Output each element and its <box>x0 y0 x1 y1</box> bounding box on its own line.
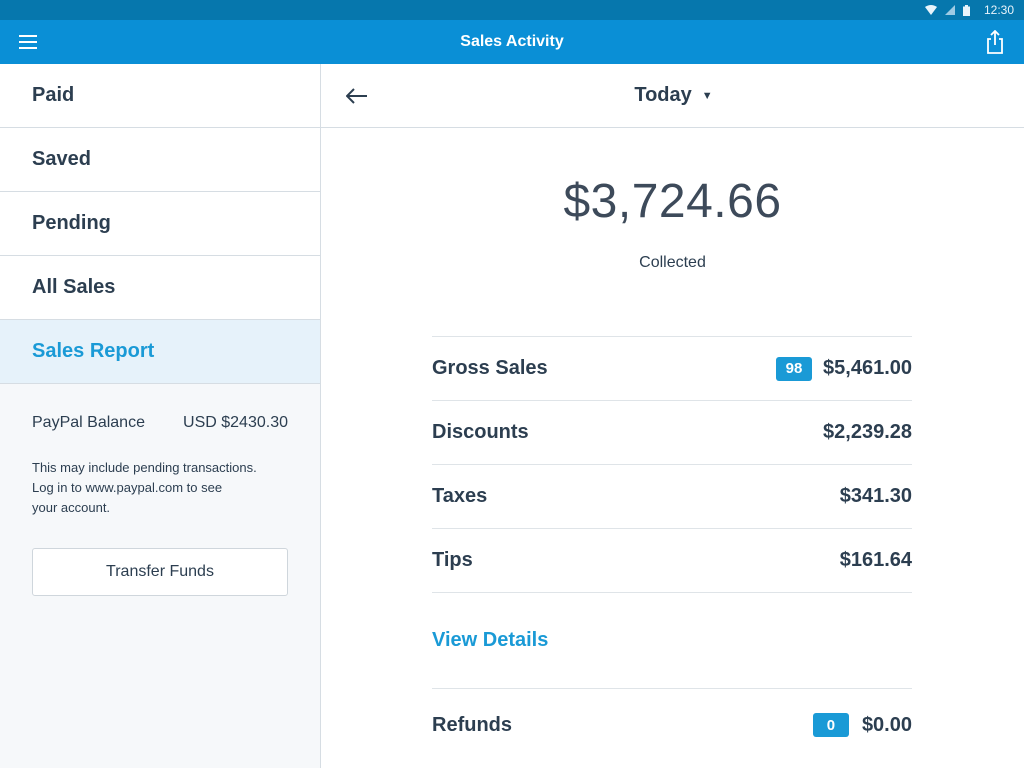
battery-icon <box>962 4 970 16</box>
period-dropdown[interactable]: Today ▼ <box>634 84 712 107</box>
paypal-balance: PayPal Balance USD $2430.30 <box>0 384 320 432</box>
sidebar-item-label: Sales Report <box>32 340 155 362</box>
status-time: 12:30 <box>983 3 1014 17</box>
hamburger-menu-icon[interactable] <box>14 28 42 56</box>
status-bar: 12:30 <box>0 0 1024 20</box>
sidebar-item-label: Paid <box>32 84 75 106</box>
row-label: Refunds <box>432 713 512 736</box>
balance-label: PayPal Balance <box>32 414 145 431</box>
summary-row-discounts[interactable]: Discounts $2,239.28 <box>432 401 912 465</box>
balance-value: USD $2430.30 <box>183 414 288 431</box>
signal-icon <box>944 4 955 16</box>
row-label: Discounts <box>432 421 529 443</box>
row-amount: $2,239.28 <box>823 421 912 443</box>
app-bar: Sales Activity <box>0 20 1024 64</box>
summary-row-gross-sales[interactable]: Gross Sales 98 $5,461.00 <box>432 337 912 401</box>
sidebar-item-paid[interactable]: Paid <box>0 64 320 128</box>
row-amount: $161.64 <box>839 549 912 571</box>
sidebar-item-pending[interactable]: Pending <box>0 192 320 256</box>
summary-row-tips[interactable]: Tips $161.64 <box>432 529 912 593</box>
sidebar-item-label: Pending <box>32 212 111 234</box>
arrow-left-icon[interactable] <box>343 82 371 110</box>
row-amount: $0.00 <box>861 713 912 736</box>
sidebar: Paid Saved Pending All Sales Sales Repor… <box>0 64 321 768</box>
collected-total: $3,724.66 <box>563 175 782 228</box>
sidebar-item-saved[interactable]: Saved <box>0 128 320 192</box>
row-amount: $5,461.00 <box>823 357 912 379</box>
summary-row-refunds[interactable]: Refunds 0 $0.00 <box>432 693 912 757</box>
row-label: Gross Sales <box>432 357 548 379</box>
main-panel: Today ▼ $3,724.66 Collected Gross Sales … <box>321 64 1024 768</box>
collected-label: Collected <box>639 254 706 271</box>
sales-summary: Gross Sales 98 $5,461.00 Discounts $2,23… <box>432 336 912 757</box>
row-label: Tips <box>432 549 473 571</box>
caret-down-icon: ▼ <box>701 89 713 102</box>
transfer-funds-button[interactable]: Transfer Funds <box>32 548 288 596</box>
summary-row-taxes[interactable]: Taxes $341.30 <box>432 465 912 529</box>
view-details-row: View Details <box>432 593 912 689</box>
sidebar-item-all-sales[interactable]: All Sales <box>0 256 320 320</box>
main-header: Today ▼ <box>321 64 1024 128</box>
sidebar-item-label: Saved <box>32 148 91 170</box>
sidebar-item-sales-report[interactable]: Sales Report <box>0 320 320 384</box>
row-label: Taxes <box>432 485 488 507</box>
count-badge: 0 <box>812 713 849 737</box>
wifi-icon <box>924 4 937 16</box>
sidebar-item-label: All Sales <box>32 276 116 298</box>
view-details-link[interactable]: View Details <box>432 629 549 651</box>
balance-note: This may include pending transactions. L… <box>32 460 257 515</box>
count-badge: 98 <box>776 356 813 381</box>
share-icon[interactable] <box>980 27 1010 57</box>
row-amount: $341.30 <box>839 485 912 507</box>
app-title: Sales Activity <box>460 33 564 50</box>
period-label: Today <box>634 84 692 106</box>
